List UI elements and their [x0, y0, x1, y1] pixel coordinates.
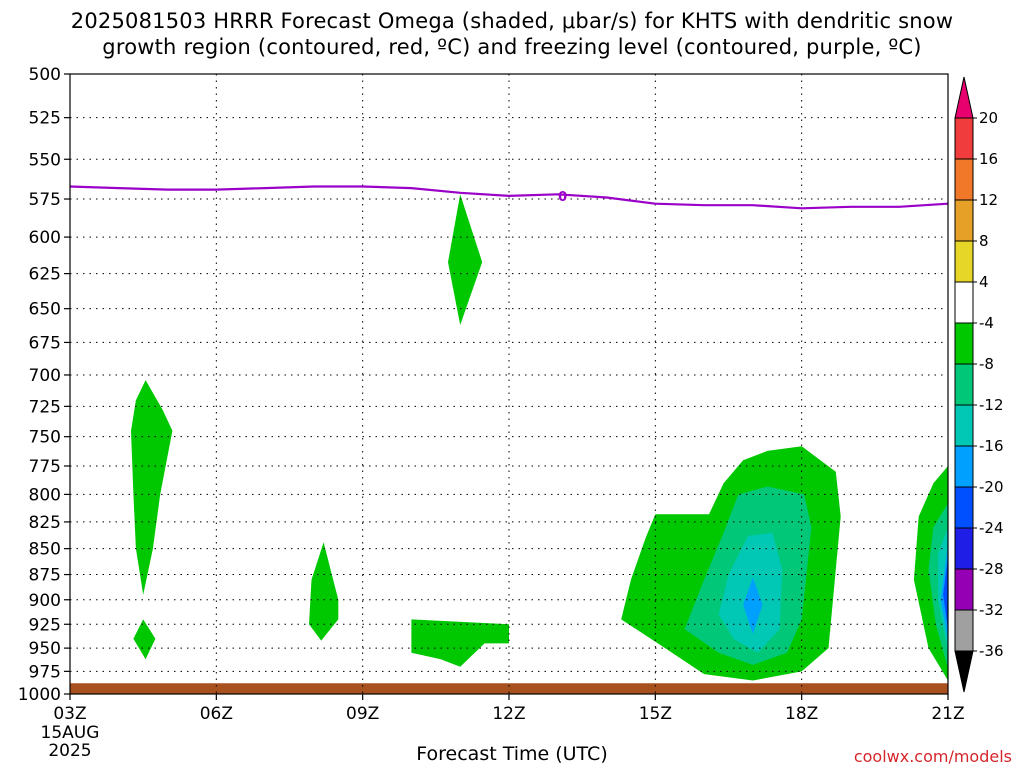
- freezing-level-label: 0: [558, 190, 567, 205]
- y-tick-label-625: 625: [29, 265, 61, 285]
- y-tick-label-775: 775: [29, 457, 61, 477]
- omega-region-1: [133, 619, 156, 660]
- y-tick-label-850: 850: [29, 540, 61, 560]
- chart-title: 2025081503 HRRR Forecast Omega (shaded, …: [0, 8, 1024, 60]
- y-tick-label-875: 875: [29, 566, 61, 586]
- colorbar-label-3: 8: [979, 232, 989, 250]
- y-tick-label-975: 975: [29, 662, 61, 682]
- colorbar-top-arrow: [954, 76, 974, 119]
- colorbar-label-12: -32: [979, 601, 1004, 619]
- colorbar-segment-12: [954, 609, 974, 652]
- y-axis: 500 525 550 575 600 625 650 675 700 725 750 775 800 8…: [18, 65, 70, 705]
- colorbar-label-2: 12: [979, 191, 998, 209]
- colorbar-segment-6: [954, 363, 974, 406]
- x-tick-label-21Z: 21Z: [931, 704, 964, 724]
- omega-region-8: [743, 577, 763, 634]
- y-tick-label-900: 900: [29, 591, 61, 611]
- colorbar: 20 16 12 8 4 -4 -8 -12 -16 -20 -24 -28 -32 -36: [954, 76, 1004, 693]
- x-tick-label-06Z: 06Z: [200, 704, 233, 724]
- x-tick-label-15Z: 15Z: [639, 704, 672, 724]
- x-tick-label-18Z: 18Z: [785, 704, 818, 724]
- chart-title-line-2: growth region (contoured, red, ºC) and f…: [102, 35, 922, 59]
- credit-text: coolwx.com/models: [853, 747, 1012, 766]
- omega-region-13: [943, 557, 948, 630]
- colorbar-label-11: -28: [979, 560, 1004, 578]
- colorbar-label-6: -8: [979, 355, 994, 373]
- y-tick-label-700: 700: [29, 366, 61, 386]
- y-tick-label-500: 500: [29, 65, 61, 85]
- y-tick-label-525: 525: [29, 109, 61, 129]
- y-tick-label-750: 750: [29, 428, 61, 448]
- y-tick-label-925: 925: [29, 615, 61, 635]
- surface-layer: [70, 683, 948, 694]
- y-tick-label-950: 950: [29, 639, 61, 659]
- y-tick-label-800: 800: [29, 485, 61, 505]
- y-tick-label-825: 825: [29, 513, 61, 533]
- colorbar-label-4: 4: [979, 273, 989, 291]
- surface-band: [70, 683, 948, 694]
- x-tick-label-09Z: 09Z: [346, 704, 379, 724]
- y-tick-label-650: 650: [29, 300, 61, 320]
- colorbar-label-0: 20: [979, 109, 998, 127]
- colorbar-label-9: -20: [979, 478, 1004, 496]
- y-tick-label-600: 600: [29, 228, 61, 248]
- colorbar-segment-11: [954, 568, 974, 611]
- omega-shading-layer: [131, 194, 948, 681]
- omega-region-2: [448, 194, 483, 325]
- colorbar-label-1: 16: [979, 150, 998, 168]
- colorbar-segment-8: [954, 445, 974, 488]
- y-tick-label-1000: 1000: [18, 685, 61, 705]
- x-date-label-1: 2025: [48, 741, 91, 761]
- x-axis-title: Forecast Time (UTC): [416, 743, 608, 765]
- colorbar-segment-3: [954, 240, 974, 283]
- colorbar-segment-10: [954, 527, 974, 570]
- omega-region-0: [131, 380, 173, 595]
- chart-title-line-1: 2025081503 HRRR Forecast Omega (shaded, …: [70, 9, 954, 33]
- colorbar-label-8: -16: [979, 437, 1004, 455]
- colorbar-segment-7: [954, 404, 974, 447]
- y-tick-label-675: 675: [29, 333, 61, 353]
- colorbar-label-10: -24: [979, 519, 1004, 537]
- x-tick-label-12Z: 12Z: [492, 704, 525, 724]
- y-tick-label-575: 575: [29, 190, 61, 210]
- y-tick-label-725: 725: [29, 397, 61, 417]
- y-tick-label-550: 550: [29, 150, 61, 170]
- colorbar-segment-0: [954, 117, 974, 160]
- colorbar-bottom-arrow: [954, 650, 974, 693]
- x-tick-label-03Z: 03Z: [53, 704, 86, 724]
- colorbar-segment-4: [954, 281, 974, 324]
- omega-region-4: [411, 619, 509, 667]
- colorbar-label-7: -12: [979, 396, 1004, 414]
- x-date-label-0: 15AUG: [41, 723, 100, 743]
- colorbar-segment-5: [954, 322, 974, 365]
- colorbar-segment-9: [954, 486, 974, 529]
- omega-region-3: [309, 542, 339, 641]
- freezing-level-layer: 0: [69, 185, 949, 210]
- freezing-level-line: [69, 185, 949, 210]
- colorbar-segment-1: [954, 158, 974, 201]
- colorbar-label-13: -36: [979, 642, 1004, 660]
- colorbar-label-5: -4: [979, 314, 994, 332]
- colorbar-segment-2: [954, 199, 974, 242]
